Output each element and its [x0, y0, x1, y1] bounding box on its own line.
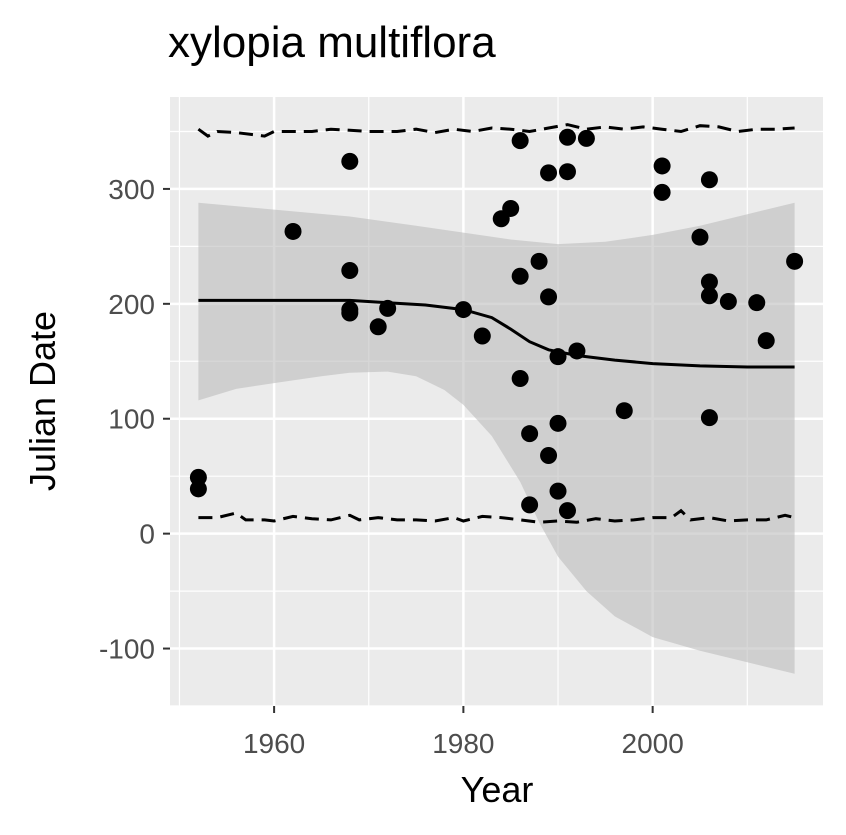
data-point — [540, 288, 558, 306]
data-point — [568, 342, 586, 360]
data-points — [189, 128, 804, 520]
data-point — [521, 496, 539, 514]
data-point — [511, 132, 529, 150]
data-point — [558, 163, 576, 181]
y-tick-label: 200 — [108, 289, 155, 320]
data-point — [540, 447, 558, 465]
data-point — [189, 480, 207, 498]
x-axis: 1960 1980 2000 — [243, 706, 684, 759]
data-point — [577, 129, 595, 147]
x-tick-label: 1960 — [243, 728, 305, 759]
data-point — [530, 252, 548, 270]
data-point — [653, 183, 671, 201]
data-point — [558, 128, 576, 146]
x-tick-label: 1980 — [432, 728, 494, 759]
data-point — [341, 304, 359, 322]
data-point — [558, 502, 576, 520]
upper-dashed-line — [197, 123, 795, 138]
data-point — [284, 222, 302, 240]
data-point — [719, 293, 737, 311]
data-point — [691, 228, 709, 246]
data-point — [511, 267, 529, 285]
data-point — [549, 414, 567, 432]
x-axis-title: Year — [461, 769, 534, 810]
data-point — [786, 252, 804, 270]
fitted-trend-line — [198, 298, 795, 369]
data-point — [615, 402, 633, 420]
chart-title: xylopia multiflora — [168, 18, 496, 67]
x-tick-label: 2000 — [622, 728, 684, 759]
y-tick-label: 0 — [139, 519, 155, 550]
data-point — [549, 348, 567, 366]
data-point — [502, 199, 520, 217]
data-point — [700, 287, 718, 305]
data-point — [369, 318, 387, 336]
y-axis: -100 0 100 200 300 — [99, 174, 170, 665]
data-point — [700, 409, 718, 427]
data-point — [473, 327, 491, 345]
data-point — [700, 273, 718, 291]
data-point — [700, 171, 718, 189]
y-tick-label: 300 — [108, 174, 155, 205]
data-point — [748, 294, 766, 312]
y-tick-label: -100 — [99, 634, 155, 665]
data-point — [379, 299, 397, 317]
data-point — [549, 482, 567, 500]
data-point — [341, 262, 359, 280]
lower-dashed-line — [198, 508, 795, 524]
data-point — [521, 425, 539, 443]
data-point — [454, 301, 472, 319]
data-point — [341, 152, 359, 170]
data-point — [511, 370, 529, 388]
y-axis-title: Julian Date — [22, 311, 63, 491]
data-point — [653, 157, 671, 175]
data-point — [540, 164, 558, 182]
data-point — [757, 332, 775, 350]
y-tick-label: 100 — [108, 404, 155, 435]
